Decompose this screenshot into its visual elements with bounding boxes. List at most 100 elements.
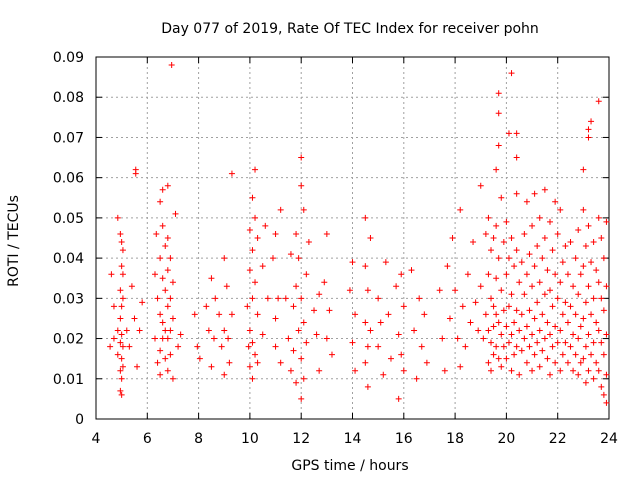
data-point [534, 243, 541, 250]
data-point [531, 351, 538, 358]
data-point [367, 327, 374, 334]
data-point [572, 351, 579, 358]
data-point [444, 263, 451, 270]
data-point [218, 343, 225, 350]
data-point [536, 363, 543, 370]
data-point [305, 239, 312, 246]
data-point [117, 230, 124, 237]
data-point [275, 295, 282, 302]
x-tick-label: 8 [194, 431, 203, 447]
data-point [164, 267, 171, 274]
data-point [508, 367, 515, 374]
data-point [203, 303, 210, 310]
data-point [557, 279, 564, 286]
data-point [441, 367, 448, 374]
data-point [577, 323, 584, 330]
data-point [323, 335, 330, 342]
data-point [585, 367, 592, 374]
data-point [164, 303, 171, 310]
data-point [277, 359, 284, 366]
data-point [588, 311, 595, 318]
data-point [477, 182, 484, 189]
data-point [498, 331, 505, 338]
data-point [134, 363, 141, 370]
data-point [505, 339, 512, 346]
data-point [518, 259, 525, 266]
data-point [529, 283, 536, 290]
data-point [567, 303, 574, 310]
y-tick-label: 0.09 [53, 50, 84, 66]
data-point [264, 295, 271, 302]
data-point [580, 166, 587, 173]
data-point [162, 287, 169, 294]
data-point [467, 319, 474, 326]
data-point [493, 275, 500, 282]
data-point [249, 295, 256, 302]
data-point [311, 307, 318, 314]
data-point [328, 351, 335, 358]
data-point [516, 371, 523, 378]
data-point [544, 355, 551, 362]
data-point [495, 355, 502, 362]
data-point [246, 363, 253, 370]
data-point [485, 327, 492, 334]
data-point [541, 186, 548, 193]
data-point [575, 226, 582, 233]
data-point [191, 311, 198, 318]
data-point [246, 267, 253, 274]
data-point [557, 206, 564, 213]
x-tick-label: 18 [446, 431, 464, 447]
data-point [552, 359, 559, 366]
data-point [118, 355, 125, 362]
data-point [590, 295, 597, 302]
data-point [557, 367, 564, 374]
data-point [157, 347, 164, 354]
data-point [529, 222, 536, 229]
data-point [554, 230, 561, 237]
data-point [477, 283, 484, 290]
data-point [549, 303, 556, 310]
data-point [290, 347, 297, 354]
data-point [326, 307, 333, 314]
data-point [526, 343, 533, 350]
data-point [585, 134, 592, 141]
data-point [298, 154, 305, 161]
data-point [249, 247, 256, 254]
data-point [118, 331, 125, 338]
data-point [114, 214, 121, 221]
data-point [131, 315, 138, 322]
data-point [205, 327, 212, 334]
data-point [490, 303, 497, 310]
data-point [585, 331, 592, 338]
data-point [493, 166, 500, 173]
data-point [154, 295, 161, 302]
data-point [380, 371, 387, 378]
data-point [395, 331, 402, 338]
data-point [541, 291, 548, 298]
data-point [362, 263, 369, 270]
data-point [511, 263, 518, 270]
data-point [503, 323, 510, 330]
data-point [157, 311, 164, 318]
data-point [254, 359, 261, 366]
data-point [575, 291, 582, 298]
x-tick-label: 4 [92, 431, 101, 447]
data-point [364, 343, 371, 350]
data-point [505, 255, 512, 262]
data-point [503, 218, 510, 225]
data-point [300, 206, 307, 213]
data-point [557, 327, 564, 334]
x-tick-label: 20 [497, 431, 515, 447]
x-tick-labels: 4 6 8 10 12 14 16 18 20 22 24 [92, 431, 618, 447]
data-point [423, 359, 430, 366]
data-point [500, 343, 507, 350]
data-point [151, 271, 158, 278]
data-point [495, 110, 502, 117]
data-point [513, 307, 520, 314]
data-point [362, 214, 369, 221]
data-point [382, 259, 389, 266]
data-point [285, 335, 292, 342]
data-point [421, 311, 428, 318]
data-point [287, 367, 294, 374]
